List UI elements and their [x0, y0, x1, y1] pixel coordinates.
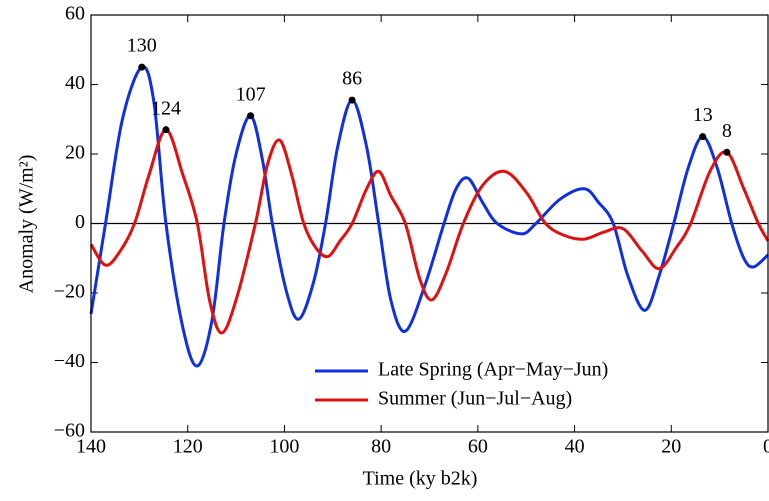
peak-label: 13: [693, 104, 713, 126]
y-tick-label: 40: [65, 72, 85, 94]
y-tick-label: −20: [54, 281, 85, 303]
peak-marker: [138, 63, 146, 71]
peak-marker: [348, 96, 356, 104]
peak-label: 130: [127, 35, 157, 57]
x-tick-label: 60: [468, 436, 488, 458]
x-tick-label: 80: [371, 436, 391, 458]
legend-label: Late Spring (Apr−May−Jun): [378, 359, 608, 381]
peak-label: 86: [342, 68, 362, 90]
peak-label: 107: [236, 83, 266, 105]
peak-marker: [247, 112, 255, 120]
peak-marker: [162, 126, 170, 134]
legend-label: Summer (Jun−Jul−Aug): [378, 388, 572, 410]
series-line: [89, 65, 769, 368]
y-tick-label: 60: [65, 3, 85, 25]
x-axis-label: Time (ky b2k): [363, 468, 478, 490]
peak-marker: [699, 133, 707, 141]
x-tick-label: 100: [269, 436, 299, 458]
y-axis-label: Anomaly (W/m²): [16, 155, 38, 294]
series-line: [89, 128, 769, 335]
x-tick-label: 40: [565, 436, 585, 458]
peak-label: 8: [722, 120, 732, 142]
x-tick-label: 140: [76, 436, 106, 458]
y-tick-label: −60: [54, 420, 85, 442]
y-tick-label: −40: [54, 350, 85, 372]
peak-label: 124: [151, 97, 181, 119]
y-tick-label: 20: [65, 142, 85, 164]
plot-frame: [90, 14, 769, 433]
x-tick-label: 0: [763, 436, 769, 458]
peak-marker: [723, 148, 731, 156]
x-tick-label: 120: [173, 436, 203, 458]
x-tick-label: 20: [661, 436, 681, 458]
y-tick-label: 0: [75, 211, 85, 233]
